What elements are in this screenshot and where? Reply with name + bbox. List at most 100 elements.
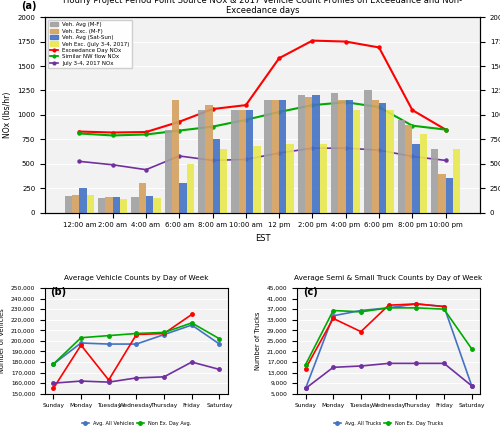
- July 3-4, 2017 NOx: [410, 154, 416, 159]
- Bar: [298, 95, 305, 213]
- Similar NW flow NOx: [110, 133, 116, 138]
- Avg. Cars Only: [78, 378, 84, 383]
- Bar: [65, 196, 72, 213]
- Avg. All Vehicles: [161, 332, 167, 337]
- Title: Hourly Project Period Point Source NOx & 2017 Vehicle Count Profiles on Exceedan: Hourly Project Period Point Source NOx &…: [63, 0, 462, 15]
- Bar: [80, 188, 86, 213]
- Avg. All Trucks: [468, 383, 474, 388]
- Line: Large Truck Avg.: Large Truck Avg.: [304, 362, 474, 390]
- Bar: [446, 178, 453, 213]
- Non Ex. Day Avg.: [106, 333, 112, 338]
- Text: (b): (b): [50, 288, 66, 297]
- Bar: [364, 90, 372, 213]
- Non Ex. Day Trucks: [441, 306, 447, 312]
- Similar NW flow NOx: [176, 128, 182, 133]
- Avg. All Vehicles: [106, 342, 112, 347]
- Ex. Day Avg.: [78, 342, 84, 348]
- Avg. Cars Only: [161, 374, 167, 379]
- Bar: [231, 110, 238, 213]
- Ex. Day Avg.: [161, 331, 167, 336]
- July 3-4, 2017 NOx: [176, 153, 182, 158]
- Bar: [98, 198, 106, 213]
- Similar NW flow NOx: [210, 124, 216, 129]
- Legend: Veh. Avg (M-F), Veh. Exc. (M-F), Veh. Avg (Sat-Sun), Veh Exc. (July 3-4, 2017), : Veh. Avg (M-F), Veh. Exc. (M-F), Veh. Av…: [48, 20, 132, 68]
- Bar: [346, 100, 353, 213]
- Bar: [253, 146, 260, 213]
- Text: (c): (c): [302, 288, 318, 297]
- Avg. All Vehicles: [134, 342, 140, 347]
- Large Truck Avg.: [468, 383, 474, 388]
- Avg. All Vehicles: [216, 342, 222, 347]
- X-axis label: EST: EST: [255, 234, 270, 243]
- Ex. Day Trucks: [358, 329, 364, 334]
- July 3-4, 2017 NOx: [210, 158, 216, 163]
- Avg. All Vehicles: [78, 340, 84, 345]
- Exceedance Day NOx: [276, 56, 282, 61]
- Exceedance Day NOx: [310, 38, 316, 43]
- Bar: [453, 149, 460, 213]
- Similar NW flow NOx: [442, 127, 448, 132]
- Bar: [172, 100, 180, 213]
- Bar: [106, 197, 112, 213]
- Legend: Avg. All Trucks, Ex. Day Trucks, Non Ex. Day Trucks, Large Truck Avg.: Avg. All Trucks, Ex. Day Trucks, Non Ex.…: [332, 419, 446, 428]
- Title: Average Semi & Small Truck Counts by Day of Week: Average Semi & Small Truck Counts by Day…: [294, 275, 482, 281]
- Line: Avg. All Trucks: Avg. All Trucks: [304, 302, 474, 390]
- Avg. Cars Only: [106, 380, 112, 385]
- Non Ex. Day Avg.: [161, 330, 167, 335]
- Ex. Day Avg.: [50, 386, 56, 391]
- Similar NW flow NOx: [276, 110, 282, 115]
- Avg. All Vehicles: [50, 362, 56, 367]
- Bar: [198, 110, 205, 213]
- Line: Non Ex. Day Trucks: Non Ex. Day Trucks: [304, 306, 474, 366]
- Exceedance Day NOx: [143, 129, 149, 134]
- Bar: [120, 199, 128, 213]
- Bar: [246, 110, 253, 213]
- Bar: [205, 105, 212, 213]
- Bar: [331, 93, 338, 213]
- July 3-4, 2017 NOx: [376, 148, 382, 153]
- Bar: [186, 164, 194, 213]
- Y-axis label: Number of Trucks: Number of Trucks: [256, 312, 262, 370]
- Non Ex. Day Trucks: [414, 305, 420, 310]
- Ex. Day Avg.: [106, 377, 112, 383]
- Bar: [353, 110, 360, 213]
- Legend: Avg. All Vehicles, Ex. Day Avg., Non Ex. Day Avg., Avg. Cars Only: Avg. All Vehicles, Ex. Day Avg., Non Ex.…: [80, 419, 193, 428]
- Line: July 3-4, 2017 NOx: July 3-4, 2017 NOx: [78, 147, 447, 171]
- Avg. All Trucks: [358, 308, 364, 313]
- Exceedance Day NOx: [410, 107, 416, 113]
- July 3-4, 2017 NOx: [243, 157, 249, 162]
- Avg. Cars Only: [134, 375, 140, 380]
- Bar: [72, 195, 80, 213]
- Non Ex. Day Avg.: [189, 320, 195, 325]
- Non Ex. Day Trucks: [358, 309, 364, 315]
- Bar: [146, 196, 154, 213]
- Bar: [138, 183, 146, 213]
- Bar: [180, 183, 186, 213]
- Line: Non Ex. Day Avg.: Non Ex. Day Avg.: [52, 321, 221, 366]
- Bar: [372, 100, 379, 213]
- Exceedance Day NOx: [110, 130, 116, 135]
- Non Ex. Day Trucks: [468, 346, 474, 351]
- Bar: [238, 110, 246, 213]
- July 3-4, 2017 NOx: [310, 146, 316, 151]
- Exceedance Day NOx: [376, 45, 382, 50]
- Bar: [438, 174, 446, 213]
- Bar: [212, 140, 220, 213]
- Exceedance Day NOx: [176, 119, 182, 124]
- July 3-4, 2017 NOx: [110, 162, 116, 167]
- Avg. Cars Only: [216, 367, 222, 372]
- July 3-4, 2017 NOx: [342, 146, 348, 151]
- Large Truck Avg.: [414, 361, 420, 366]
- Ex. Day Trucks: [441, 304, 447, 309]
- Avg. Cars Only: [189, 360, 195, 365]
- Non Ex. Day Trucks: [330, 308, 336, 313]
- Large Truck Avg.: [386, 361, 392, 366]
- Bar: [305, 97, 312, 213]
- Bar: [379, 103, 386, 213]
- Non Ex. Day Avg.: [50, 362, 56, 367]
- Bar: [112, 197, 120, 213]
- Similar NW flow NOx: [310, 103, 316, 108]
- Avg. Cars Only: [50, 380, 56, 386]
- Y-axis label: Number of Vehicles: Number of Vehicles: [0, 309, 6, 373]
- Non Ex. Day Avg.: [134, 331, 140, 336]
